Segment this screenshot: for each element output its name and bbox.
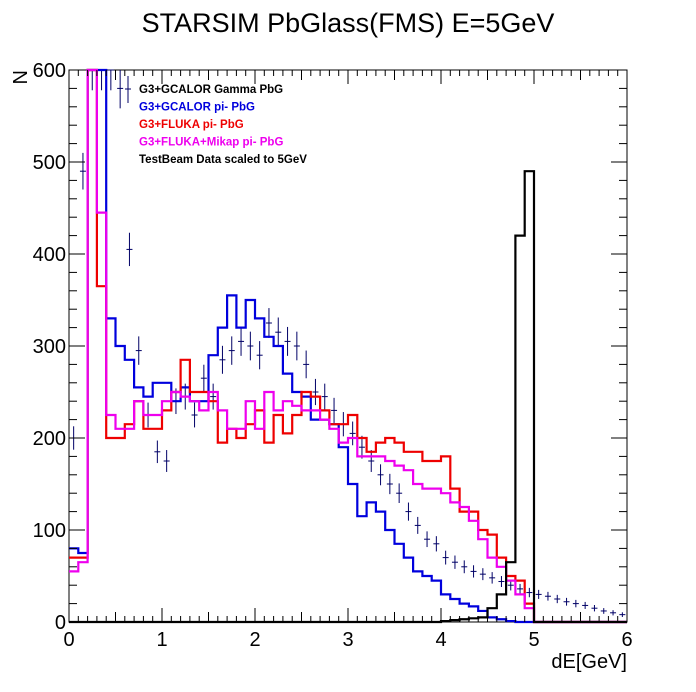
legend-entry: TestBeam Data scaled to 5GeV [139, 154, 307, 166]
data-point [414, 516, 421, 534]
data-point [544, 591, 551, 601]
series-line-3 [69, 68, 627, 624]
data-point [293, 331, 300, 361]
legend-entry: G3+GCALOR pi- PbG [139, 102, 255, 114]
data-point [238, 326, 245, 356]
data-point [98, 69, 105, 91]
y-tick-label: 500 [33, 152, 66, 174]
series-line-4 [69, 170, 627, 624]
data-point [563, 597, 570, 606]
data-point [303, 350, 310, 379]
data-point [191, 402, 198, 428]
legend-label: G3+GCALOR Gamma PbG [139, 84, 283, 96]
data-point [210, 383, 217, 410]
data-point [358, 435, 365, 459]
legend-label: G3+GCALOR pi- PbG [139, 102, 255, 114]
y-tick-label: 400 [33, 244, 66, 266]
legend-entry: G3+GCALOR Gamma PbG [125, 76, 283, 103]
data-point [219, 345, 226, 374]
data-point [572, 599, 579, 608]
legend-label: G3+FLUKA+Mikap pi- PbG [139, 137, 283, 149]
data-point [424, 531, 431, 548]
y-axis-label: N [10, 70, 32, 84]
data-point [163, 450, 170, 472]
chart-title: STARSIM PbGlass(FMS) E=5GeV [142, 8, 555, 38]
data-point [554, 594, 561, 604]
data-point [526, 587, 533, 598]
data-point [247, 331, 254, 361]
x-tick-label: 0 [63, 629, 74, 651]
data-point [405, 502, 412, 521]
data-point [433, 536, 440, 552]
data-point [117, 70, 124, 109]
data-point [256, 341, 263, 370]
y-tick-label: 200 [33, 428, 66, 450]
data-point [479, 568, 486, 581]
data-point [489, 572, 496, 584]
data-point [79, 152, 86, 190]
legend-label: G3+FLUKA pi- PbG [139, 119, 244, 131]
plot-frame [68, 69, 628, 623]
data-point [107, 69, 114, 91]
x-tick-label: 1 [156, 629, 167, 651]
data-point [610, 610, 617, 616]
x-tick-label: 6 [621, 629, 632, 651]
data-point [126, 232, 133, 267]
data-point [619, 612, 626, 617]
x-axis-label: dE[GeV] [551, 651, 627, 673]
data-point [312, 378, 319, 406]
y-tick-label: 0 [55, 612, 66, 634]
legend-entry: G3+FLUKA pi- PbG [139, 119, 244, 131]
x-tick-label: 3 [342, 629, 353, 651]
data-point [275, 317, 282, 347]
data-point [535, 589, 542, 599]
data-point [228, 336, 235, 365]
data-point [470, 565, 477, 578]
data-point [154, 440, 161, 464]
data-point [442, 550, 449, 565]
data-point [265, 308, 272, 338]
series-line-1 [69, 68, 627, 624]
x-tick-label: 4 [435, 629, 446, 651]
data-point [135, 336, 142, 365]
y-tick-label: 300 [33, 336, 66, 358]
data-point [461, 560, 468, 574]
y-tick-label: 100 [33, 520, 66, 542]
data-point [507, 579, 514, 591]
data-point [591, 604, 598, 612]
data-point [89, 69, 96, 91]
data-point [498, 576, 505, 588]
y-tick-label: 600 [33, 60, 66, 82]
data-point [321, 383, 328, 410]
data-point [396, 483, 403, 503]
data-point [349, 421, 356, 446]
x-tick-label: 5 [528, 629, 539, 651]
series-line-2 [69, 68, 627, 624]
legend: G3+GCALOR Gamma PbG G3+GCALOR pi- PbG G3+F… [125, 76, 307, 166]
series-layer [69, 68, 627, 624]
data-point [284, 326, 291, 356]
data-point [377, 464, 384, 486]
y-axis: 0 100 200 300 400 500 600 [33, 60, 627, 634]
data-point [331, 397, 338, 423]
legend-label: TestBeam Data scaled to 5GeV [139, 154, 307, 166]
data-point [451, 555, 458, 569]
x-tick-label: 2 [249, 629, 260, 651]
data-point [386, 473, 393, 495]
data-point [582, 601, 589, 609]
data-point [368, 450, 375, 472]
data-point [200, 364, 207, 392]
data-point [517, 583, 524, 594]
x-axis: 0 1 2 3 4 5 6 [63, 70, 633, 651]
legend-entry: G3+FLUKA+Mikap pi- PbG [139, 137, 283, 149]
data-point [600, 608, 607, 614]
